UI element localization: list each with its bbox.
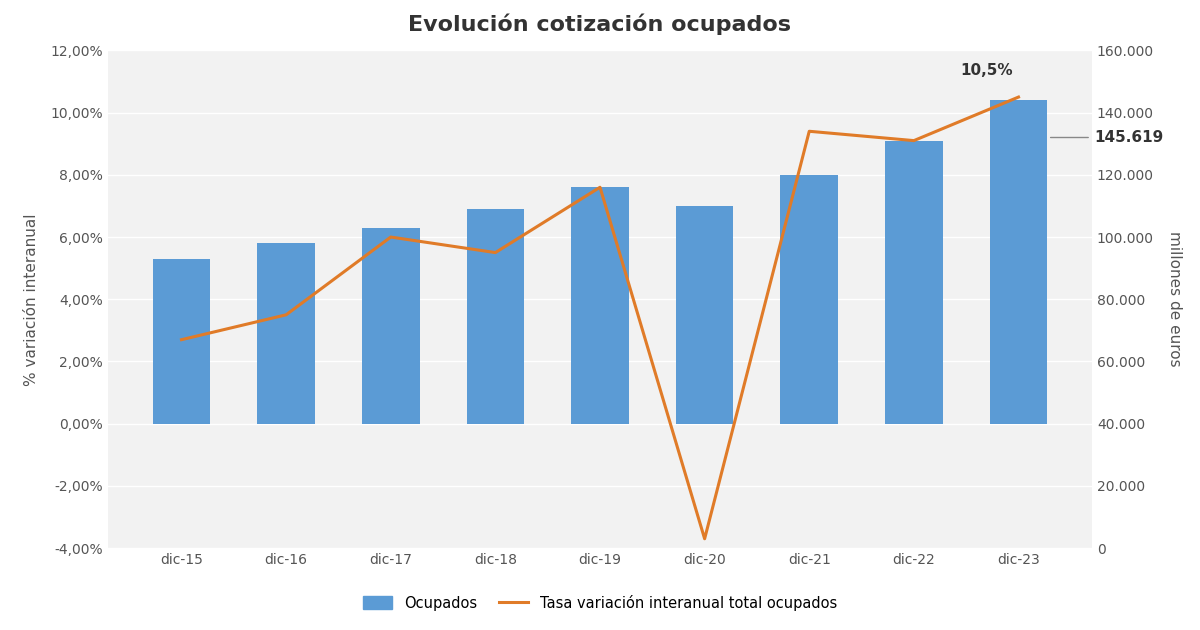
Bar [676, 206, 733, 423]
Title: Evolución cotización ocupados: Evolución cotización ocupados [408, 13, 792, 35]
Legend: Ocupados, Tasa variación interanual total ocupados: Ocupados, Tasa variación interanual tota… [358, 589, 842, 616]
Bar [362, 227, 420, 423]
Bar [571, 187, 629, 423]
Bar [886, 140, 943, 423]
Y-axis label: % variación interanual: % variación interanual [24, 213, 40, 386]
Text: 145.619: 145.619 [1050, 130, 1163, 145]
Bar [780, 175, 838, 423]
Text: 10,5%: 10,5% [961, 64, 1014, 78]
Bar [257, 243, 314, 423]
Y-axis label: millones de euros: millones de euros [1166, 231, 1182, 367]
Bar [152, 259, 210, 423]
Bar [467, 209, 524, 423]
Bar [990, 100, 1048, 423]
